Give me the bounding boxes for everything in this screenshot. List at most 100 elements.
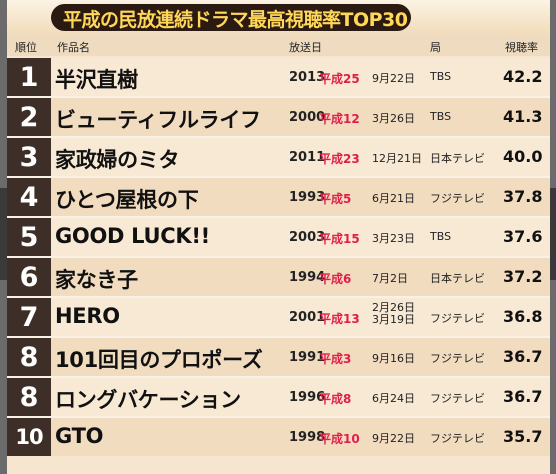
table-header: 順位 作品名 放送日 局 視聴率	[7, 34, 550, 56]
rating-value: 36.7	[503, 347, 543, 366]
right-edge-strip	[549, 188, 556, 280]
rating-value: 36.7	[503, 387, 543, 406]
rank-badge: 1	[7, 58, 51, 96]
air-year: 1994	[289, 270, 326, 285]
table-row: 10 GTO 1998 平成10 9月22日 フジテレビ 35.7	[7, 418, 550, 456]
table-row: 3 家政婦のミタ 2011 平成23 12月21日 日本テレビ 40.0	[7, 138, 550, 176]
table-row: 7 HERO 2001 平成13 2月26日 3月19日 フジテレビ 36.8	[7, 298, 550, 336]
air-date: 12月21日	[372, 152, 422, 165]
drama-title: 101回目のプロポーズ	[55, 348, 263, 372]
row-divider	[7, 416, 550, 418]
drama-title: ひとつ屋根の下	[55, 188, 199, 212]
row-divider	[7, 256, 550, 258]
heisei-year: 平成8	[319, 392, 352, 406]
header-airdate: 放送日	[289, 41, 322, 54]
rank-badge: 10	[7, 418, 51, 456]
table-row: 5 GOOD LUCK!! 2003 平成15 3月23日 TBS 37.6	[7, 218, 550, 256]
drama-title: ビューティフルライフ	[55, 108, 261, 132]
tv-station: TBS	[430, 230, 452, 243]
drama-title: GOOD LUCK!!	[55, 224, 210, 248]
heisei-year: 平成15	[319, 232, 360, 246]
table-row: 8 101回目のプロポーズ 1991 平成3 9月16日 フジテレビ 36.7	[7, 338, 550, 376]
rank-badge: 3	[7, 138, 51, 176]
tv-station: TBS	[430, 70, 452, 83]
row-divider	[7, 176, 550, 178]
air-date-second: 3月19日	[372, 313, 415, 326]
rank-number: 8	[19, 342, 39, 373]
ranking-table: 平成の民放連続ドラマ最高視聴率TOP30 順位 作品名 放送日 局 視聴率 1 …	[7, 0, 550, 474]
drama-title: GTO	[55, 424, 104, 448]
row-divider	[7, 96, 550, 98]
header-rank: 順位	[15, 41, 37, 54]
rating-value: 36.8	[503, 307, 543, 326]
rank-number: 10	[15, 425, 43, 449]
table-row: 1 半沢直樹 2013 平成25 9月22日 TBS 42.2	[7, 58, 550, 96]
air-year: 2000	[289, 110, 326, 125]
drama-title: 半沢直樹	[55, 68, 138, 92]
title-pill	[51, 4, 411, 31]
rank-number: 2	[19, 102, 39, 133]
air-date: 9月16日	[372, 352, 415, 365]
heisei-year: 平成3	[319, 352, 352, 366]
rank-number: 7	[19, 302, 39, 333]
rating-value: 35.7	[503, 427, 543, 446]
air-year: 2001	[289, 310, 326, 325]
header-station: 局	[430, 41, 441, 54]
rating-value: 37.2	[503, 267, 543, 286]
rank-badge: 2	[7, 98, 51, 136]
air-date: 9月22日	[372, 432, 415, 445]
rank-badge: 8	[7, 378, 51, 416]
rank-badge: 7	[7, 298, 51, 336]
air-year: 2011	[289, 150, 326, 165]
heisei-year: 平成5	[319, 192, 352, 206]
row-divider	[7, 216, 550, 218]
air-date: 9月22日	[372, 72, 415, 85]
drama-title: 家政婦のミタ	[55, 148, 180, 172]
rank-badge: 8	[7, 338, 51, 376]
drama-title: HERO	[55, 304, 120, 328]
rank-badge: 4	[7, 178, 51, 216]
heisei-year: 平成10	[319, 432, 360, 446]
header-rating: 視聴率	[505, 41, 538, 54]
rating-value: 37.6	[503, 227, 543, 246]
air-date: 6月24日	[372, 392, 415, 405]
row-divider	[7, 136, 550, 138]
rank-number: 4	[19, 182, 39, 213]
tv-station: フジテレビ	[430, 312, 485, 325]
air-year: 2003	[289, 230, 326, 245]
rank-number: 5	[19, 222, 39, 253]
air-year: 1998	[289, 430, 326, 445]
air-date: 3月26日	[372, 112, 415, 125]
air-year: 1993	[289, 190, 326, 205]
rank-badge: 5	[7, 218, 51, 256]
page-title: 平成の民放連続ドラマ最高視聴率TOP30	[63, 9, 408, 31]
row-divider	[7, 296, 550, 298]
heisei-year: 平成6	[319, 272, 352, 286]
air-date: 7月2日	[372, 272, 408, 285]
drama-title: 家なき子	[55, 268, 138, 292]
tv-station: 日本テレビ	[430, 152, 485, 165]
air-year: 1991	[289, 350, 326, 365]
title-bar: 平成の民放連続ドラマ最高視聴率TOP30	[7, 0, 550, 34]
rating-value: 41.3	[503, 107, 543, 126]
row-divider	[7, 376, 550, 378]
table-row: 4 ひとつ屋根の下 1993 平成5 6月21日 フジテレビ 37.8	[7, 178, 550, 216]
air-date: 3月23日	[372, 232, 415, 245]
table-row: 2 ビューティフルライフ 2000 平成12 3月26日 TBS 41.3	[7, 98, 550, 136]
tv-station: 日本テレビ	[430, 272, 485, 285]
air-date-first: 2月26日	[372, 301, 415, 314]
rank-badge: 6	[7, 258, 51, 296]
tv-station: フジテレビ	[430, 352, 485, 365]
table-row: 6 家なき子 1994 平成6 7月2日 日本テレビ 37.2	[7, 258, 550, 296]
rank-number: 1	[19, 62, 39, 93]
rating-value: 40.0	[503, 147, 543, 166]
tv-station: フジテレビ	[430, 192, 485, 205]
rating-value: 42.2	[503, 67, 543, 86]
rating-value: 37.8	[503, 187, 543, 206]
drama-title: ロングバケーション	[55, 388, 241, 412]
air-date: 6月21日	[372, 192, 415, 205]
rank-number: 3	[19, 142, 39, 173]
heisei-year: 平成25	[319, 72, 360, 86]
tv-station: フジテレビ	[430, 392, 485, 405]
tv-station: フジテレビ	[430, 432, 485, 445]
